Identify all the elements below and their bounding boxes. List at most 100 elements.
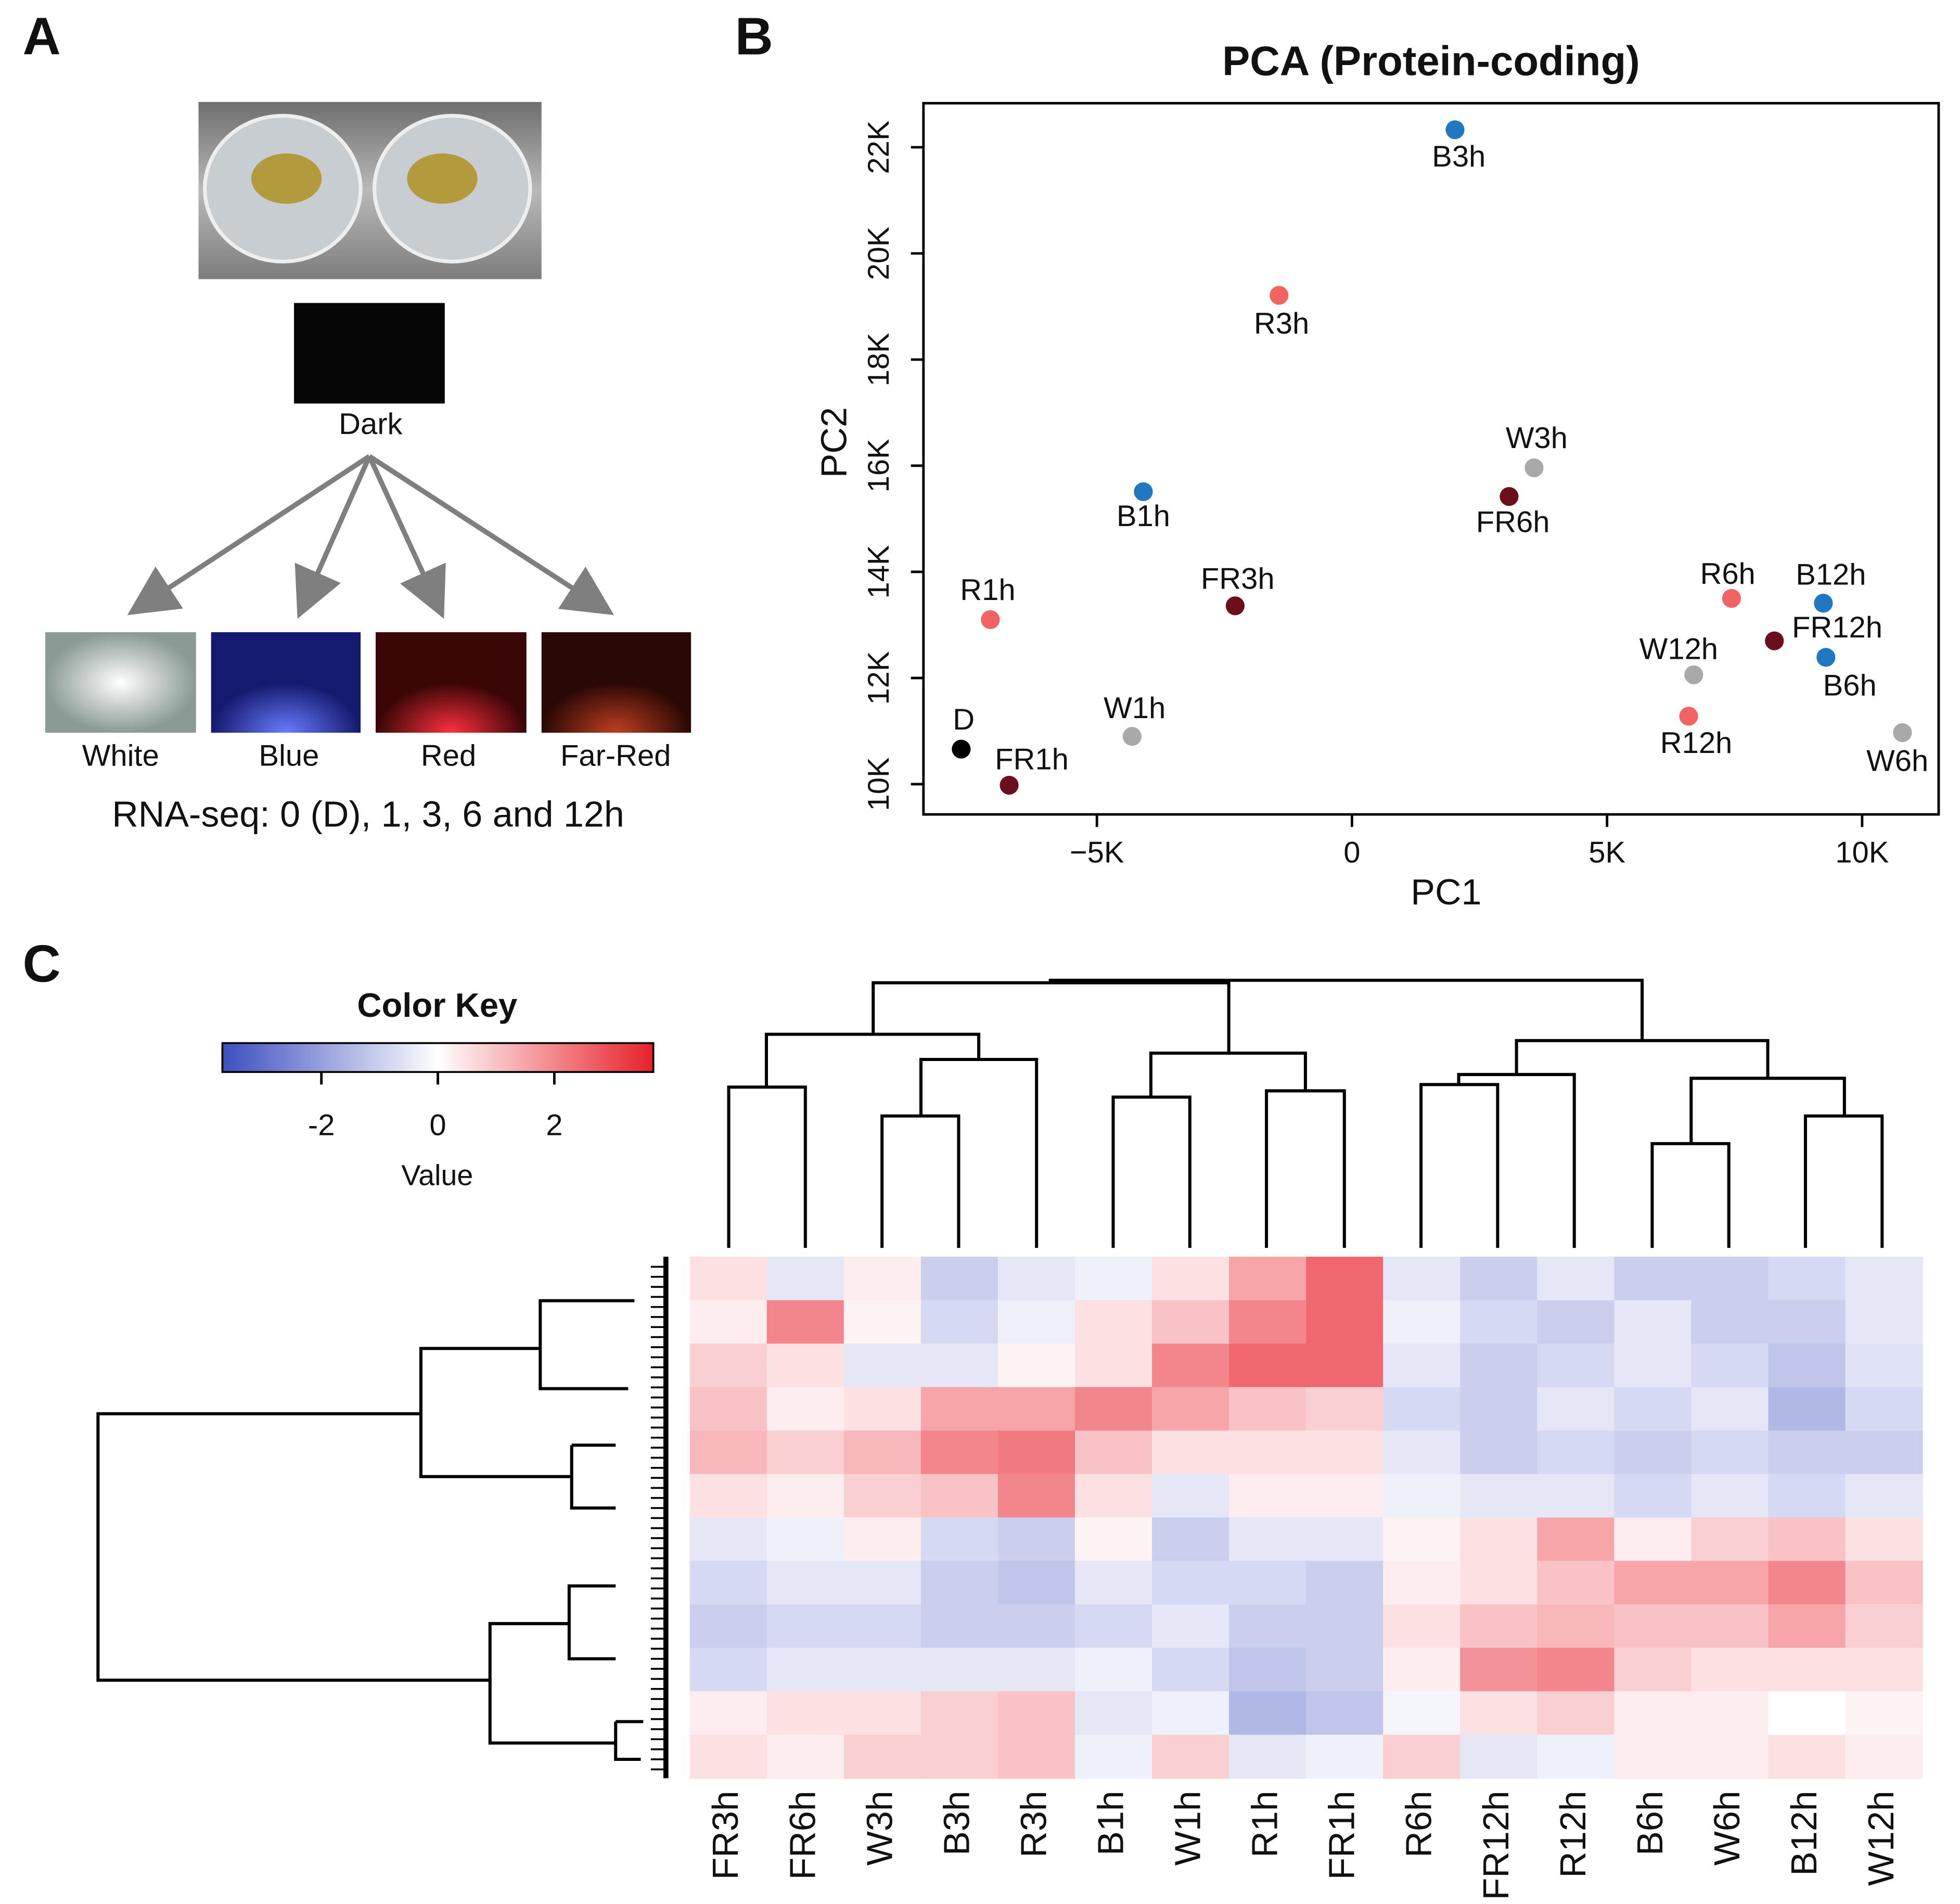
point-label: R12h [1660, 726, 1733, 760]
heatmap-cell [1152, 1734, 1230, 1779]
heatmap-cell [1229, 1604, 1307, 1649]
heatmap-cell [1537, 1517, 1615, 1562]
heatmap-cell [1691, 1430, 1769, 1475]
heatmap-cell [689, 1474, 767, 1518]
heatmap-cell [1768, 1257, 1846, 1301]
heatmap-cell [1845, 1257, 1923, 1301]
column-label: W6h [1707, 1791, 1747, 1865]
heatmap-cell [1152, 1561, 1230, 1605]
diagram: Dark White Blue Red Far-Red RNA-seq: 0 (… [45, 101, 691, 834]
heatmap-cell [1537, 1561, 1615, 1605]
heatmap-cell [1537, 1344, 1615, 1388]
y-tick-label: 20K [862, 226, 895, 280]
panel-label: B [735, 7, 773, 66]
panel-label: C [22, 934, 60, 993]
heatmap-cell [689, 1734, 767, 1779]
y-tick-label: 16K [862, 439, 895, 492]
heatmap-cell [1845, 1474, 1923, 1518]
heatmap-cell [1614, 1517, 1692, 1562]
heatmap-cell [1614, 1561, 1692, 1605]
heatmap-cell [920, 1387, 999, 1432]
heatmap-cell [1152, 1257, 1230, 1301]
heatmap-cell [1074, 1430, 1153, 1475]
heatmap-cell [1845, 1604, 1923, 1649]
column-label: B6h [1630, 1791, 1670, 1856]
heatmap-cell [1768, 1474, 1846, 1518]
heatmap-cell [766, 1647, 845, 1692]
heatmap-cell [1074, 1344, 1153, 1388]
point-label: R6h [1700, 557, 1755, 591]
heatmap-cell [843, 1691, 922, 1735]
point-label: W1h [1104, 692, 1165, 725]
heatmap-cell [1074, 1387, 1153, 1432]
column-label: W1h [1168, 1791, 1208, 1865]
x-tick-label: −5K [1070, 836, 1124, 870]
heatmap-cell [1691, 1474, 1769, 1518]
heatmap-cell [766, 1474, 845, 1518]
heatmap-cell [1074, 1474, 1153, 1518]
point-label: B6h [1823, 669, 1877, 702]
column-label: FR3h [705, 1791, 746, 1880]
heatmap-cell [766, 1430, 845, 1475]
label: Far-Red [560, 739, 671, 773]
heatmap-cell [997, 1430, 1076, 1475]
key-tick-label: 2 [546, 1109, 562, 1142]
heatmap-cell [1537, 1474, 1615, 1518]
heatmap-cell [1614, 1647, 1692, 1692]
point-label: R3h [1254, 307, 1309, 340]
heatmap-cell [1614, 1734, 1692, 1779]
key-tick-label: -2 [308, 1109, 335, 1142]
heatmap-cell [1537, 1300, 1615, 1345]
seedlings [407, 153, 478, 204]
heatmap-cell [1460, 1430, 1538, 1475]
color-key [221, 1042, 655, 1073]
heatmap-cell [766, 1257, 845, 1301]
heatmap-cell [1460, 1474, 1538, 1518]
heatmap-cell [920, 1517, 999, 1562]
heatmap-cell [689, 1647, 767, 1692]
heatmap-cell [1306, 1430, 1384, 1475]
point-label: D [953, 703, 975, 736]
heatmap-cell [689, 1344, 767, 1388]
point [981, 610, 1000, 629]
plot-frame [922, 101, 1940, 816]
heatmap-cell [1229, 1300, 1307, 1345]
heatmap-cell [1691, 1257, 1769, 1301]
heatmap-cell [1306, 1561, 1384, 1605]
heatmap-cell [1460, 1734, 1538, 1779]
heatmap-cell [1152, 1300, 1230, 1345]
heatmap-cell [766, 1604, 845, 1649]
heatmap-cell [1691, 1344, 1769, 1388]
heatmap-cell [1383, 1647, 1461, 1692]
heatmap-cell [1074, 1257, 1153, 1301]
heatmap-cell [1691, 1691, 1769, 1735]
point-label: FR3h [1201, 562, 1275, 595]
heatmap-cell [1074, 1734, 1153, 1779]
heatmap-cell [1152, 1647, 1230, 1692]
heatmap-cell [920, 1604, 999, 1649]
heatmap-cell [843, 1647, 922, 1692]
heatmap-cell [1614, 1344, 1692, 1388]
heatmap-cell [997, 1344, 1076, 1388]
heatmap-cell [1229, 1344, 1307, 1388]
point-label: FR12h [1792, 611, 1882, 644]
point [1816, 648, 1836, 667]
colorkey-title: Color Key [357, 986, 517, 1024]
heatmap-cell [1306, 1691, 1384, 1735]
point [1500, 487, 1519, 506]
x-axis-label: PC1 [1411, 872, 1481, 912]
column-label: R3h [1013, 1791, 1054, 1857]
heatmap-cell [843, 1604, 922, 1649]
heatmap-cell [1537, 1734, 1615, 1779]
y-tick-label: 18K [862, 333, 895, 386]
heatmap-cell [1768, 1561, 1846, 1605]
heatmap-cell [1383, 1344, 1461, 1388]
heatmap-cell [1537, 1387, 1615, 1432]
heatmap-cell [843, 1430, 922, 1475]
column-dendrogram [727, 978, 1884, 1248]
row-leaf-ticks [650, 1266, 666, 1771]
heatmap-cell [997, 1517, 1076, 1562]
heatmap-cell [1306, 1257, 1384, 1301]
heatmap-cell [1845, 1430, 1923, 1475]
point [1225, 596, 1245, 616]
